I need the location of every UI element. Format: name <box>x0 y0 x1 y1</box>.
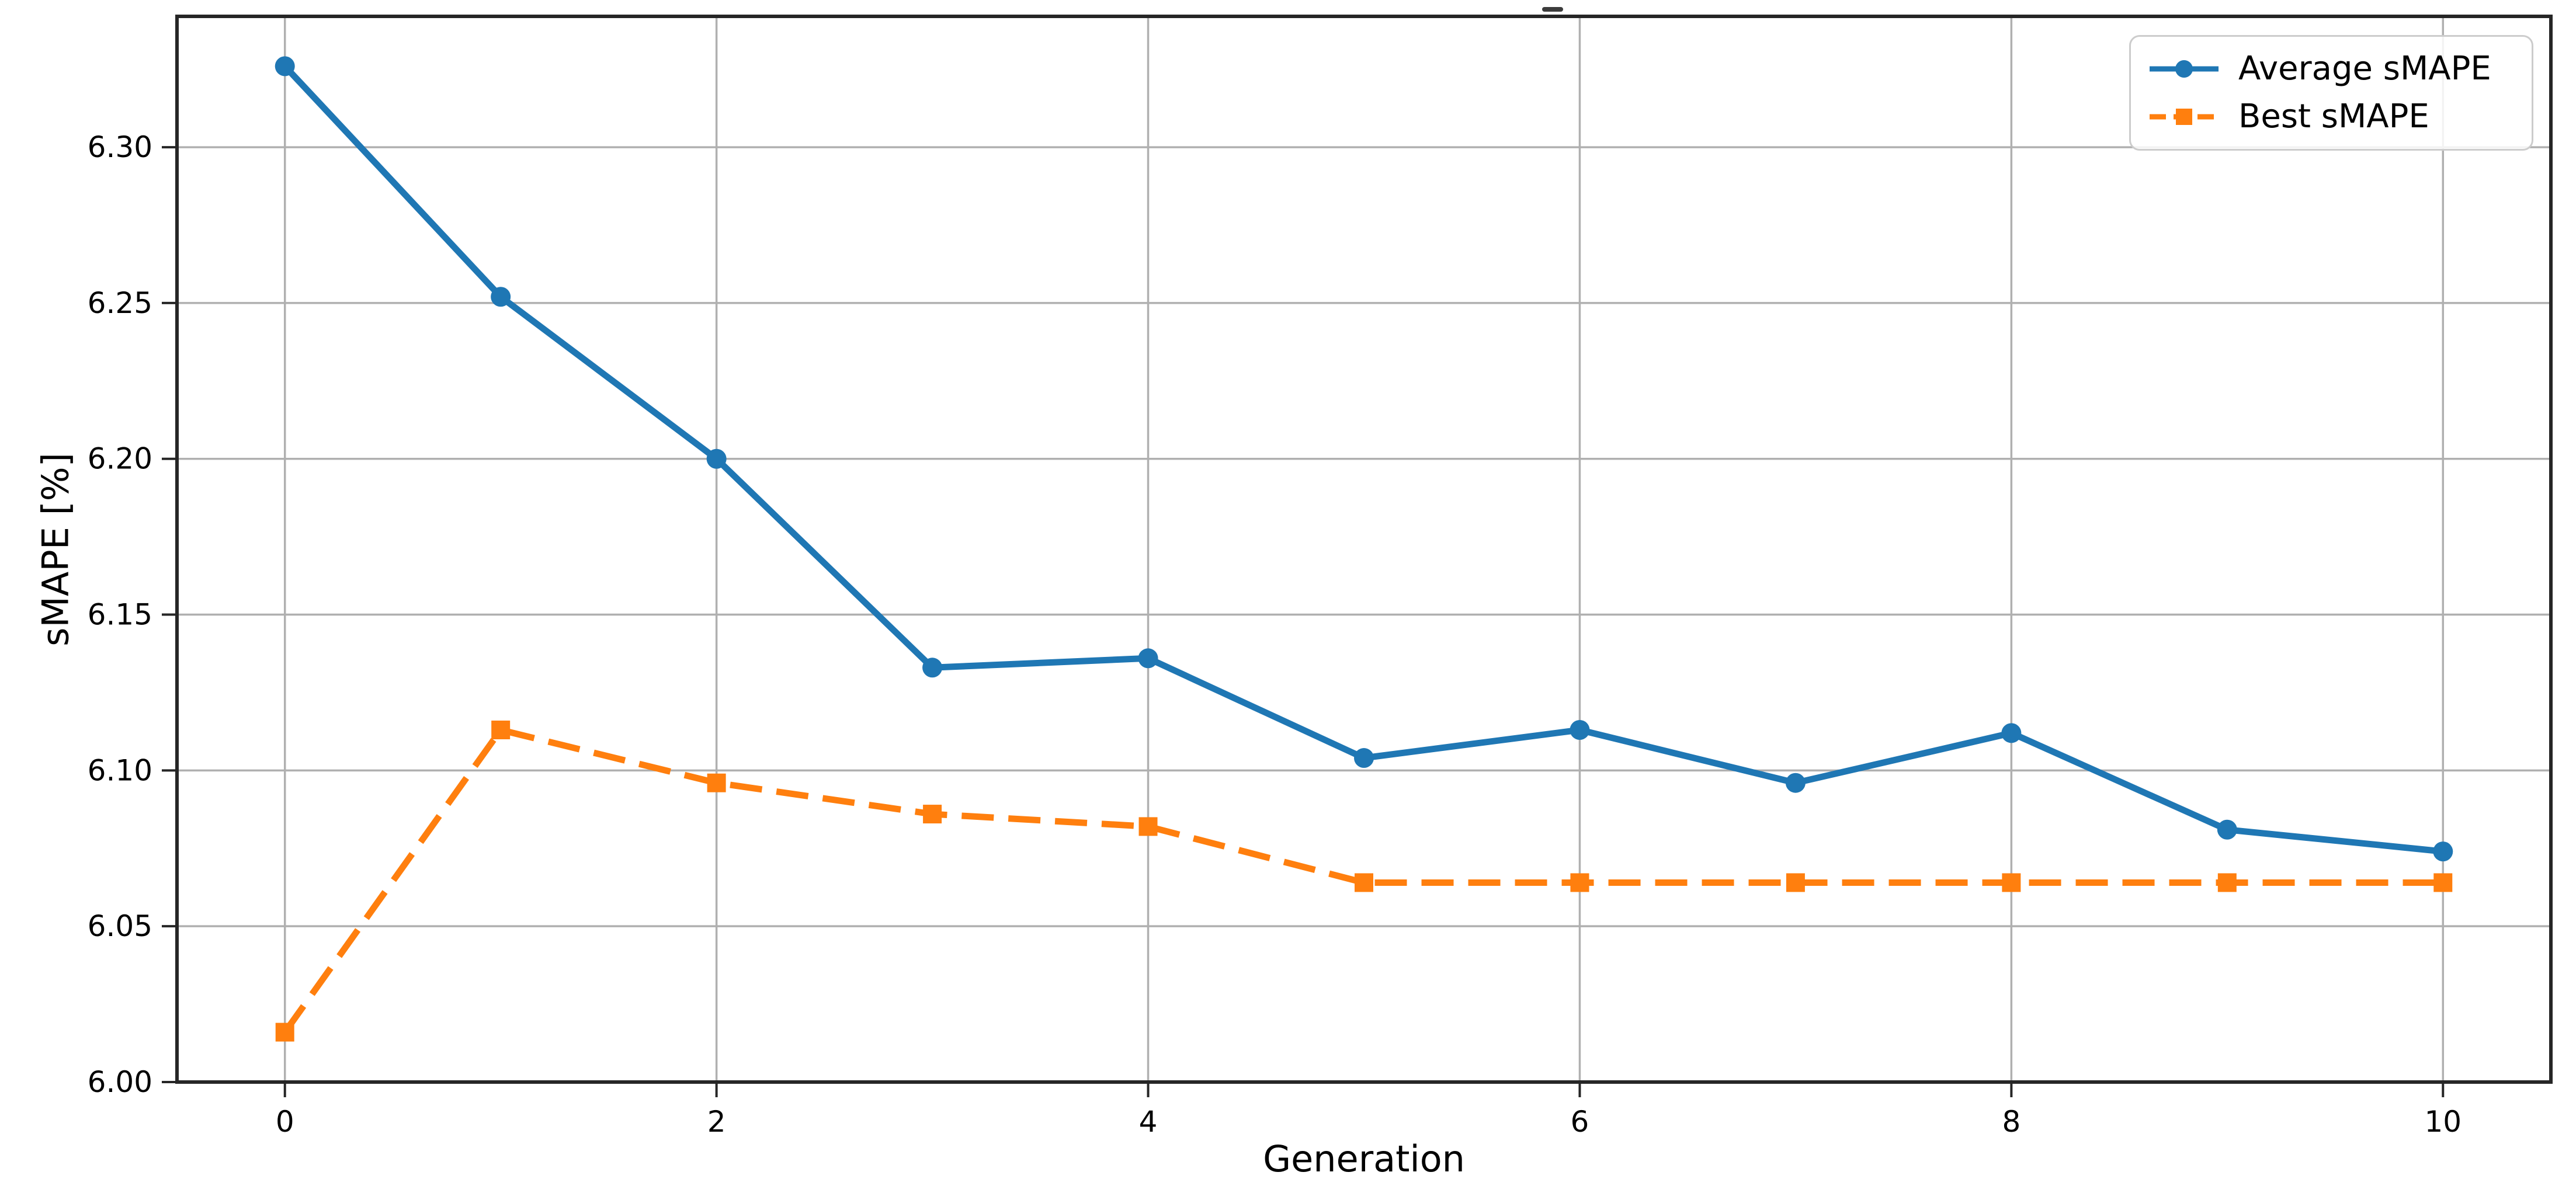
plot-border <box>175 15 2553 1084</box>
average-smape-marker <box>1354 748 1374 768</box>
legend: Average sMAPE Best sMAPE <box>2129 35 2533 151</box>
legend-sample-dashed-line-square-icon <box>2150 109 2219 125</box>
best-smape-marker <box>1355 873 1373 892</box>
series-line-best-smape <box>282 726 2443 1034</box>
gridlines <box>177 16 2551 1083</box>
average-smape-marker <box>491 287 511 307</box>
average-smape-marker <box>2433 841 2453 862</box>
legend-sample-circle-marker <box>2175 60 2193 78</box>
legend-label-average-smape: Average sMAPE <box>2238 50 2491 88</box>
best-smape-marker <box>491 721 511 740</box>
y-axis-label: sMAPE [%] <box>34 453 77 646</box>
best-smape-marker <box>923 805 942 824</box>
average-smape-marker <box>2001 723 2022 743</box>
axis-ticks <box>162 146 2445 1097</box>
y-tick-label: 6.25 <box>88 286 152 320</box>
top-edge-mark <box>1542 7 1563 12</box>
best-smape-marker <box>1138 817 1158 836</box>
best-smape-marker <box>2217 873 2237 892</box>
legend-label-best-smape: Best sMAPE <box>2238 98 2429 135</box>
best-smape-marker <box>1570 873 1589 892</box>
legend-item-best-smape: Best sMAPE <box>2146 100 2516 133</box>
legend-sample-square-marker <box>2176 109 2192 125</box>
y-tick-label: 6.20 <box>88 442 152 476</box>
legend-sample-solid-line-circle-icon <box>2150 60 2219 78</box>
best-smape-marker <box>1786 873 1805 892</box>
x-tick-label: 0 <box>276 1105 294 1139</box>
average-smape-marker <box>922 658 943 678</box>
x-tick-label: 6 <box>1571 1105 1589 1139</box>
best-smape-marker <box>2002 873 2021 892</box>
data-series <box>275 56 2453 1042</box>
legend-item-average-smape: Average sMAPE <box>2146 53 2516 85</box>
best-smape-marker <box>2433 873 2453 892</box>
best-smape-marker <box>707 773 726 792</box>
y-tick-label: 6.10 <box>88 753 152 787</box>
y-tick-label: 6.30 <box>88 130 152 164</box>
x-tick-label: 4 <box>1139 1105 1158 1139</box>
y-tick-label: 6.05 <box>88 909 152 943</box>
x-tick-label: 8 <box>2002 1105 2020 1139</box>
axis-tick-labels: 0 2 4 6 8 10 6.00 6.05 6.10 6.15 6.20 6.25 6.30 <box>88 130 2462 1139</box>
x-tick-label: 10 <box>2424 1105 2462 1139</box>
axes-spines <box>175 15 2553 1084</box>
x-axis-label: Generation <box>1263 1138 1465 1180</box>
average-smape-marker <box>1785 773 1806 793</box>
average-smape-marker <box>706 448 727 469</box>
average-smape-marker <box>1138 648 1158 669</box>
average-smape-marker <box>275 56 295 76</box>
x-tick-label: 2 <box>707 1105 726 1139</box>
y-tick-label: 6.15 <box>88 598 152 632</box>
y-tick-label: 6.00 <box>88 1065 152 1099</box>
average-smape-marker <box>1570 720 1590 740</box>
average-smape-marker <box>2217 819 2237 840</box>
best-smape-marker <box>275 1022 294 1042</box>
